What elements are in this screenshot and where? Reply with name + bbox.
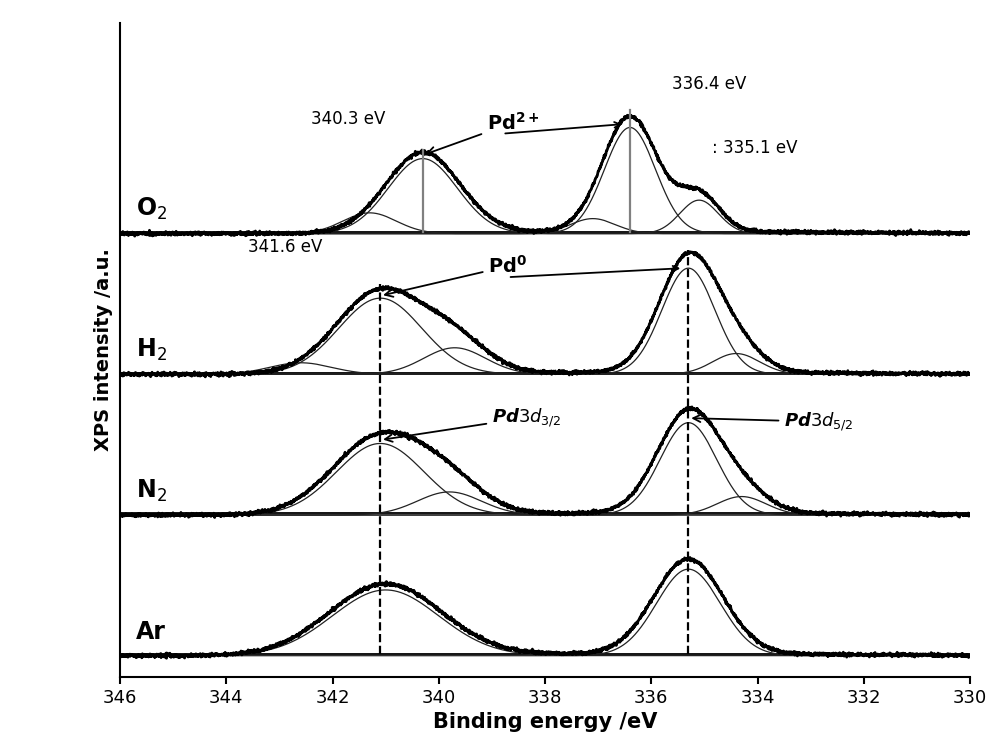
Text: 341.6 eV: 341.6 eV — [248, 238, 322, 256]
Text: $\mathbf{Pd^{2+}}$: $\mathbf{Pd^{2+}}$ — [427, 112, 539, 155]
Text: : 335.1 eV: : 335.1 eV — [712, 139, 798, 157]
Text: Ar: Ar — [136, 620, 166, 644]
Text: 336.4 eV: 336.4 eV — [672, 75, 747, 93]
Text: O$_2$: O$_2$ — [136, 196, 167, 223]
Text: Pd$3d_{3/2}$: Pd$3d_{3/2}$ — [385, 406, 561, 441]
Y-axis label: XPS intensity /a.u.: XPS intensity /a.u. — [94, 248, 113, 451]
Text: $\mathbf{Pd^0}$: $\mathbf{Pd^0}$ — [385, 255, 527, 297]
Text: N$_2$: N$_2$ — [136, 478, 167, 504]
Text: 340.3 eV: 340.3 eV — [311, 110, 386, 128]
Text: H$_2$: H$_2$ — [136, 337, 167, 363]
Text: Pd$3d_{5/2}$: Pd$3d_{5/2}$ — [693, 411, 854, 433]
X-axis label: Binding energy /eV: Binding energy /eV — [433, 712, 657, 732]
